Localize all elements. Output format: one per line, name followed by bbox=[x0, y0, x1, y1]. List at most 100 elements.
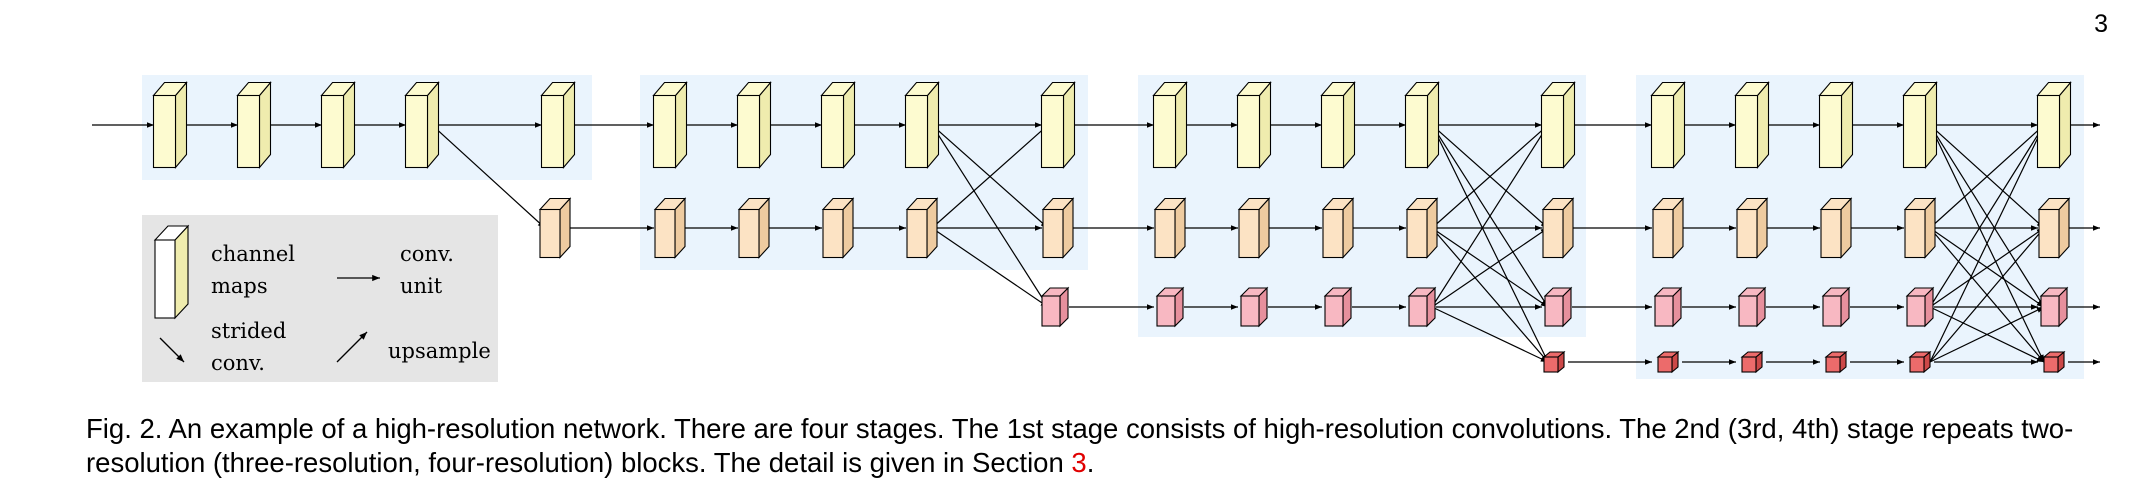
feature-map-r2-10 bbox=[1405, 197, 1439, 259]
feature-map-r3-7 bbox=[1653, 286, 1683, 328]
feature-map-r2-15 bbox=[1903, 197, 1937, 259]
caption-text-5: ) stage repeats two-resolution (three-re… bbox=[86, 413, 2074, 478]
fusion-arrow-1 bbox=[431, 124, 546, 229]
fusion-arrow-3 bbox=[1431, 124, 1549, 363]
stage-1-background bbox=[142, 75, 592, 180]
feature-map-r1-9 bbox=[904, 80, 940, 170]
strided-conv-legend-arrow bbox=[159, 337, 185, 363]
caption-ordinal-1st: 1st bbox=[1006, 413, 1044, 444]
feature-map-r1-6 bbox=[652, 80, 688, 170]
feature-map-r1-7 bbox=[736, 80, 772, 170]
legend-strided-label-1: strided bbox=[211, 319, 286, 343]
legend-conv-label-2: unit bbox=[400, 274, 443, 298]
legend-box: channel maps conv. unit strided conv. up… bbox=[142, 215, 498, 382]
fusion-arrow-4 bbox=[1929, 124, 2045, 229]
caption-text-4: , bbox=[1776, 413, 1792, 444]
legend-channel-label-1: channel bbox=[211, 242, 295, 266]
feature-map-r4-6 bbox=[2042, 350, 2066, 374]
legend-background bbox=[142, 215, 498, 382]
caption-ordinal-4th: 4th bbox=[1792, 413, 1831, 444]
caption-text-2: stage consists of high-resolution convol… bbox=[1043, 413, 1675, 444]
upsample-legend-arrow bbox=[336, 331, 368, 363]
feature-map-r2-7 bbox=[1153, 197, 1187, 259]
fusion-arrow-3 bbox=[1431, 306, 1549, 363]
feature-map-r3-8 bbox=[1737, 286, 1767, 328]
feature-map-r2-12 bbox=[1651, 197, 1685, 259]
feature-map-r1-2 bbox=[236, 80, 272, 170]
feature-map-r1-1 bbox=[152, 80, 188, 170]
feature-map-r3-1 bbox=[1040, 286, 1070, 328]
feature-map-r1-11 bbox=[1152, 80, 1188, 170]
feature-map-r2-4 bbox=[821, 197, 855, 259]
feature-map-r3-5 bbox=[1407, 286, 1437, 328]
feature-map-r1-4 bbox=[404, 80, 440, 170]
stage-3-background bbox=[1138, 75, 1586, 337]
feature-map-r4-1 bbox=[1542, 350, 1566, 374]
feature-map-r2-1 bbox=[538, 197, 572, 259]
caption-text-6: . bbox=[1086, 447, 1095, 478]
feature-map-r2-2 bbox=[653, 197, 687, 259]
feature-map-r2-9 bbox=[1321, 197, 1355, 259]
fusion-arrow-3 bbox=[1431, 227, 1549, 308]
caption-text-1: An example of a high-resolution network.… bbox=[162, 413, 1007, 444]
feature-map-r2-11 bbox=[1541, 197, 1575, 259]
feature-map-r1-16 bbox=[1650, 80, 1686, 170]
feature-map-r3-4 bbox=[1323, 286, 1353, 328]
feature-map-r1-10 bbox=[1040, 80, 1076, 170]
stage-4-background bbox=[1636, 75, 2084, 379]
fusion-arrow-4 bbox=[1929, 124, 2045, 308]
fusion-arrow-4 bbox=[1929, 306, 2045, 363]
legend-upsample-label: upsample bbox=[388, 339, 491, 363]
caption-fig-label: Fig. 2. bbox=[86, 413, 163, 444]
connection-arrows bbox=[92, 122, 2100, 365]
hrnet-architecture-diagram: channel maps conv. unit strided conv. up… bbox=[92, 75, 2100, 382]
caption-text-3: ( bbox=[1720, 413, 1737, 444]
feature-map-r2-16 bbox=[2037, 197, 2071, 259]
feature-map-r1-3 bbox=[320, 80, 356, 170]
fusion-arrow-4 bbox=[1929, 227, 2045, 363]
feature-map-r4-2 bbox=[1656, 350, 1680, 374]
feature-map-blocks bbox=[152, 80, 2072, 374]
feature-map-r4-3 bbox=[1740, 350, 1764, 374]
feature-map-r2-6 bbox=[1041, 197, 1075, 259]
figure-caption: Fig. 2. An example of a high-resolution … bbox=[86, 412, 2116, 480]
feature-map-r3-10 bbox=[1905, 286, 1935, 328]
fusion-arrow-2 bbox=[931, 227, 1049, 308]
caption-ordinal-2nd: 2nd bbox=[1674, 413, 1721, 444]
fusion-arrow-2 bbox=[931, 124, 1049, 229]
fusion-arrow-3 bbox=[1431, 227, 1549, 363]
channel-maps-legend-icon bbox=[153, 224, 190, 320]
legend-channel-label-2: maps bbox=[211, 274, 268, 298]
fusion-arrow-2 bbox=[931, 124, 1049, 308]
feature-map-r3-9 bbox=[1821, 286, 1851, 328]
fusion-arrow-3 bbox=[1431, 124, 1549, 229]
feature-map-r2-8 bbox=[1237, 197, 1271, 259]
feature-map-r1-15 bbox=[1540, 80, 1576, 170]
feature-map-r4-5 bbox=[1908, 350, 1932, 374]
feature-map-r1-13 bbox=[1320, 80, 1356, 170]
feature-map-r2-13 bbox=[1735, 197, 1769, 259]
stage-backgrounds bbox=[142, 75, 2084, 379]
fusion-arrow-4 bbox=[1929, 124, 2045, 363]
feature-map-r1-17 bbox=[1734, 80, 1770, 170]
feature-map-r3-2 bbox=[1155, 286, 1185, 328]
section-reference-link[interactable]: 3 bbox=[1071, 447, 1087, 478]
legend-conv-label-1: conv. bbox=[400, 242, 454, 266]
page-number: 3 bbox=[2094, 10, 2108, 38]
fusion-arrow-3 bbox=[1431, 124, 1549, 308]
feature-map-r2-14 bbox=[1819, 197, 1853, 259]
feature-map-r2-5 bbox=[905, 197, 939, 259]
caption-ordinal-3rd: 3rd bbox=[1736, 413, 1777, 444]
fusion-arrow-4 bbox=[1929, 227, 2045, 308]
stage-2-background bbox=[640, 75, 1088, 270]
feature-map-r1-19 bbox=[1902, 80, 1938, 170]
feature-map-r3-11 bbox=[2039, 286, 2069, 328]
legend-strided-label-2: conv. bbox=[211, 351, 265, 375]
feature-map-r3-3 bbox=[1239, 286, 1269, 328]
feature-map-r1-20 bbox=[2036, 80, 2072, 170]
feature-map-r1-18 bbox=[1818, 80, 1854, 170]
feature-map-r1-14 bbox=[1404, 80, 1440, 170]
feature-map-r4-4 bbox=[1824, 350, 1848, 374]
feature-map-r2-3 bbox=[737, 197, 771, 259]
feature-map-r1-12 bbox=[1236, 80, 1272, 170]
